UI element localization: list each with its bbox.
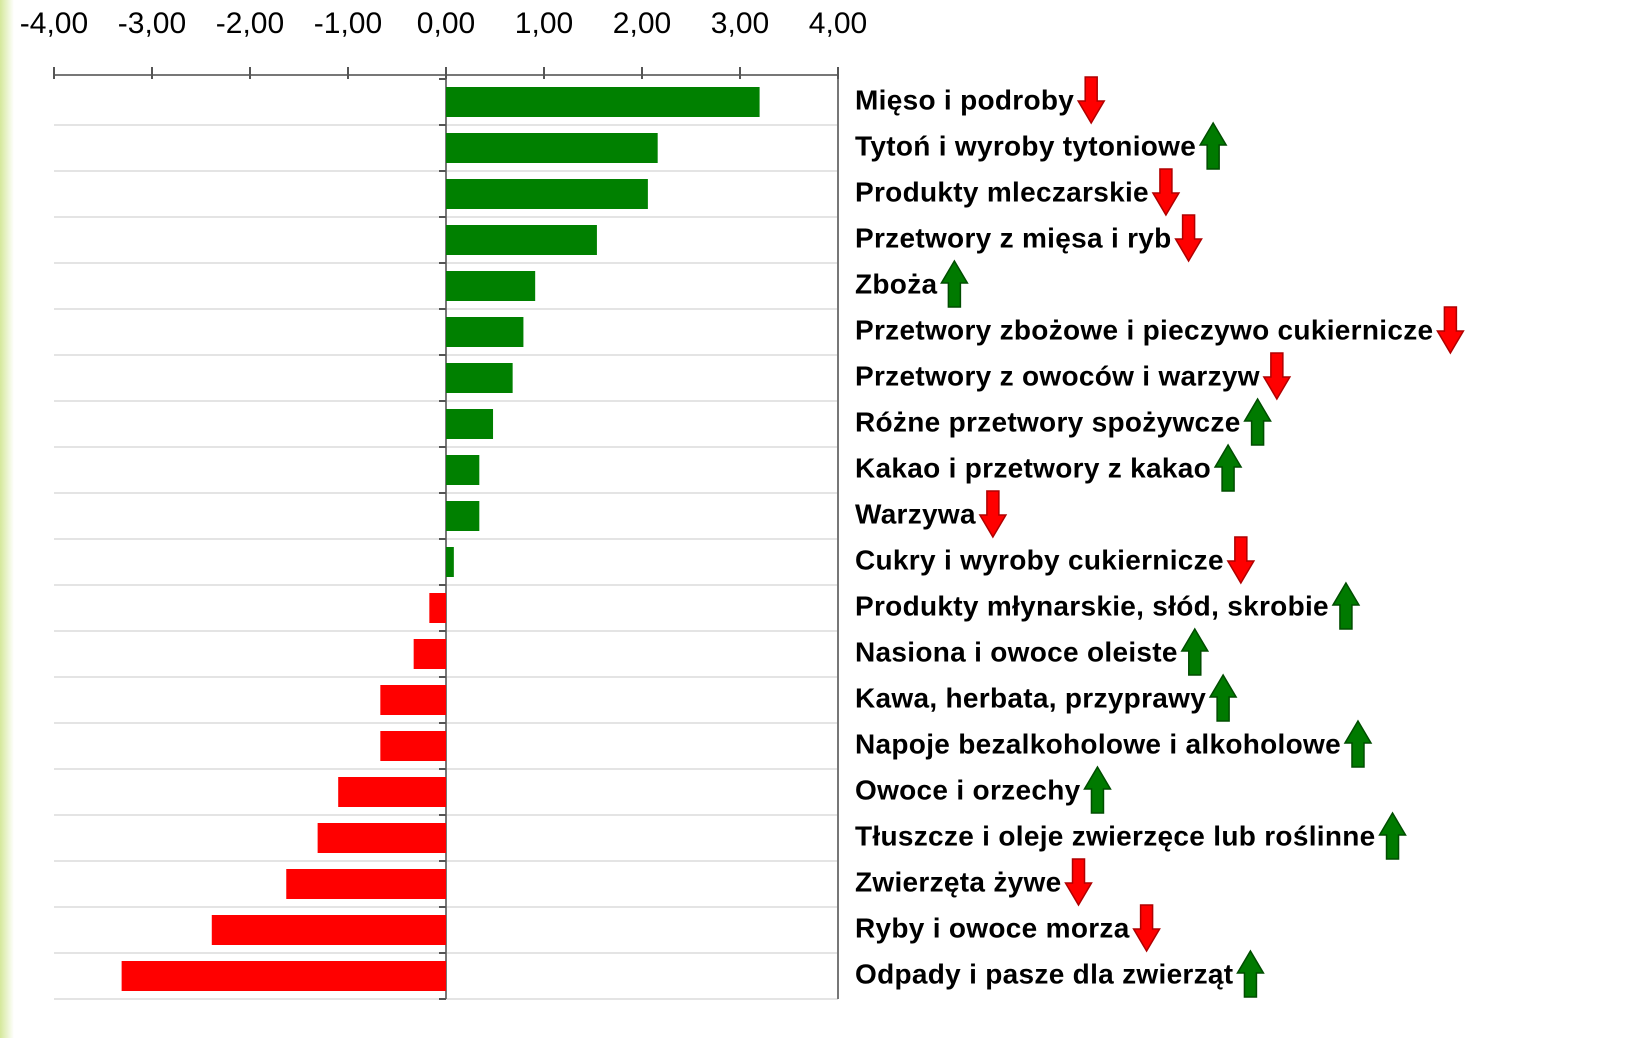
category-label: Cukry i wyroby cukiernicze [855,544,1224,575]
category-label: Zwierzęta żywe [855,866,1062,897]
category-label: Kakao i przetwory z kakao [855,452,1211,483]
category-label: Tłuszcze i oleje zwierzęce lub roślinne [855,820,1376,851]
bar [446,317,524,347]
bar [446,501,480,531]
trend-arrow [1151,168,1181,217]
bar [446,547,454,577]
bar [286,869,446,899]
category-label: Produkty młynarskie, słód, skrobie [855,590,1329,621]
bar [429,593,446,623]
bar [446,87,760,117]
category-label: Przetwory z mięsa i ryb [855,222,1172,253]
x-tick-label: -2,00 [216,7,284,40]
bar [380,731,446,761]
bar [446,179,648,209]
trend-arrow [1083,765,1112,814]
x-tick-label: 0,00 [417,7,475,40]
bar [446,363,513,393]
category-label: Kawa, herbata, przyprawy [855,682,1206,713]
category-label: Ryby i owoce morza [855,912,1130,943]
trend-arrow [1378,811,1407,860]
trend-arrow [1174,214,1203,263]
bar [413,639,446,669]
bar [338,777,446,807]
category-label: Nasiona i owoce oleiste [855,636,1178,667]
bar [380,685,446,715]
x-tick-label: 1,00 [515,7,573,40]
bar [317,823,446,853]
x-tick-label: 3,00 [711,7,769,40]
trend-arrow [1343,719,1373,768]
bar [211,915,446,945]
trend-arrow [1236,949,1265,998]
trend-arrow [1243,397,1272,446]
trend-arrow [978,490,1008,539]
trend-arrow [1226,536,1256,585]
category-label: Przetwory z owoców i warzyw [855,360,1260,391]
x-tick-label: 2,00 [613,7,671,40]
trend-arrow [1208,673,1238,722]
x-tick-label: 4,00 [809,7,867,40]
trend-arrow [1180,627,1210,676]
trend-arrow [1331,581,1361,630]
trend-arrow [1198,121,1228,170]
trend-arrow [1436,306,1465,355]
bar [446,455,480,485]
x-tick-label: -3,00 [118,7,186,40]
x-tick-label: -4,00 [20,7,88,40]
category-label: Zboża [855,268,938,299]
category-label: Różne przetwory spożywcze [855,406,1241,437]
bar [446,409,494,439]
category-label: Owoce i orzechy [855,774,1081,805]
bar [121,961,447,991]
bar [446,271,536,301]
category-label: Przetwory zbożowe i pieczywo cukiernicze [855,314,1433,345]
x-tick-label: -1,00 [314,7,382,40]
trend-arrow [1076,76,1106,125]
category-label: Produkty mleczarskie [855,176,1149,207]
category-label: Tytoń i wyroby tytoniowe [855,130,1196,161]
bar [446,133,658,163]
trend-arrow [1213,443,1243,492]
trend-arrow [1262,352,1292,401]
bar [446,225,597,255]
category-label: Napoje bezalkoholowe i alkoholowe [855,728,1341,759]
background-strip [0,0,14,1038]
trend-arrow [940,259,969,308]
category-label: Odpady i pasze dla zwierząt [855,958,1233,989]
trend-arrow [1132,904,1161,953]
trend-arrow [1064,858,1093,907]
category-label: Warzywa [855,498,976,529]
category-label: Mięso i podroby [855,84,1074,115]
